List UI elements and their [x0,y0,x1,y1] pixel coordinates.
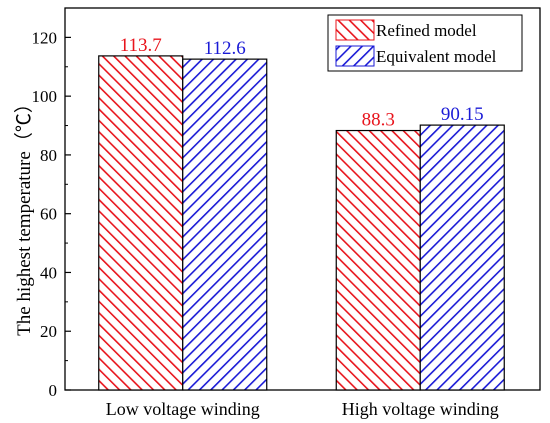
data-label-refined-1: 88.3 [362,110,395,131]
y-tick-label-60: 60 [40,205,57,224]
x-category-label-1: High voltage winding [342,399,499,419]
y-tick-label-20: 20 [40,322,57,341]
legend: Refined model Equivalent model [327,14,523,72]
bar-equivalent-1 [419,124,505,391]
data-label-refined-0: 113.7 [120,35,162,56]
bar-refined-1 [335,129,421,391]
y-tick-label-40: 40 [40,263,57,282]
y-tick-label-120: 120 [32,28,58,47]
legend-label-refined: Refined model [376,21,477,40]
bar-equivalent-0 [182,58,268,391]
plot-frame [64,7,541,391]
bar-refined-0 [98,55,184,391]
legend-label-equivalent: Equivalent model [376,47,497,66]
y-tick-label-100: 100 [32,87,58,106]
y-axis-title: The highest temperature（℃） [13,94,35,336]
legend-swatch-refined [335,19,375,41]
data-label-equivalent-0: 112.6 [204,38,246,59]
y-tick-label-0: 0 [49,381,58,400]
data-label-equivalent-1: 90.15 [441,104,484,125]
legend-swatch-equivalent [335,45,375,67]
x-category-label-0: Low voltage winding [106,399,260,419]
y-tick-label-80: 80 [40,146,57,165]
